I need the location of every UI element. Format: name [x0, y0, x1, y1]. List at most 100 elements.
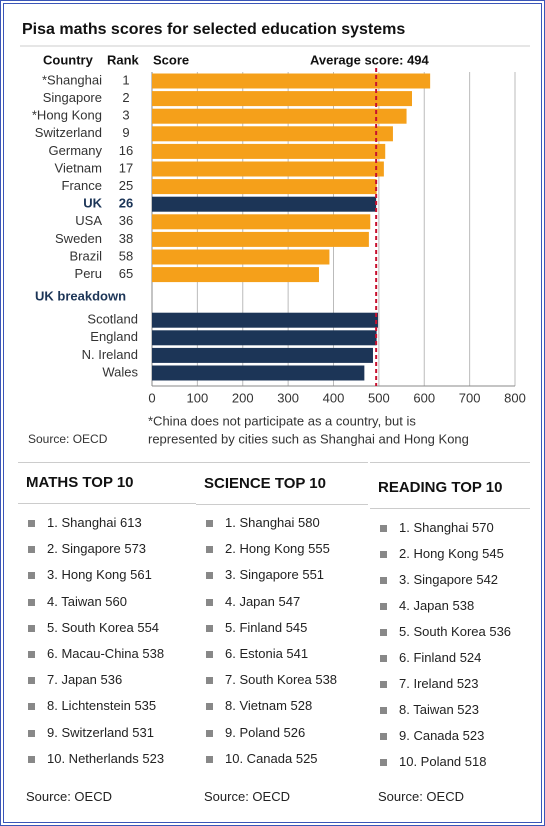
list-item: 4. Japan 538 — [380, 598, 474, 613]
rank-label: 26 — [119, 196, 133, 211]
list-item: 3. Singapore 551 — [206, 567, 324, 582]
breakdown-title: UK breakdown — [35, 289, 126, 304]
bar — [152, 249, 330, 265]
list-item: 6. Estonia 541 — [206, 646, 308, 661]
list-item: 2. Hong Kong 555 — [206, 541, 330, 556]
category-label: USA — [75, 213, 102, 228]
category-label: Switzerland — [35, 125, 102, 140]
column-header: Score — [153, 52, 189, 67]
rank-label: 3 — [122, 108, 129, 123]
list-title: MATHS TOP 10 — [26, 474, 134, 491]
chart: Pisa maths scores for selected education… — [20, 21, 530, 446]
category-label: *Hong Kong — [32, 108, 102, 123]
list-item: 1. Shanghai 580 — [206, 515, 320, 530]
chart-title: Pisa maths scores for selected education… — [22, 21, 405, 38]
list-item: 8. Lichtenstein 535 — [28, 698, 156, 713]
list-source: Source: OECD — [378, 789, 464, 804]
list-item: 7. Ireland 523 — [380, 676, 479, 691]
column-header: Rank — [107, 52, 140, 67]
bar — [152, 73, 431, 89]
list-item: 10. Canada 525 — [206, 751, 318, 766]
rank-label: 65 — [119, 266, 133, 281]
x-tick-label: 800 — [504, 390, 526, 405]
list-item: 4. Taiwan 560 — [28, 594, 127, 609]
list-item: 8. Vietnam 528 — [206, 698, 312, 713]
bar — [152, 231, 369, 247]
category-label: UK — [83, 196, 102, 211]
rule — [18, 462, 196, 463]
list-item: 9. Switzerland 531 — [28, 725, 154, 740]
category-label: Singapore — [43, 90, 102, 105]
list-item: 4. Japan 547 — [206, 594, 300, 609]
list-item: 1. Shanghai 613 — [28, 515, 142, 530]
x-tick-label: 200 — [232, 390, 254, 405]
list-item: 9. Canada 523 — [380, 728, 484, 743]
rank-label: 38 — [119, 231, 133, 246]
list-item: 6. Finland 524 — [380, 650, 481, 665]
list-item: 8. Taiwan 523 — [380, 702, 479, 717]
x-tick-label: 100 — [187, 390, 209, 405]
x-tick-label: 0 — [148, 390, 155, 405]
list-source: Source: OECD — [26, 789, 112, 804]
rank-label: 2 — [122, 90, 129, 105]
bar — [152, 267, 319, 283]
rank-label: 1 — [122, 72, 129, 87]
bar — [152, 126, 393, 142]
list-item: 9. Poland 526 — [206, 725, 305, 740]
x-tick-label: 300 — [277, 390, 299, 405]
x-tick-label: 600 — [413, 390, 435, 405]
list-item: 5. South Korea 554 — [28, 620, 159, 635]
x-tick-label: 700 — [459, 390, 481, 405]
rank-label: 36 — [119, 213, 133, 228]
list-item: 3. Hong Kong 561 — [28, 567, 152, 582]
list-column: SCIENCE TOP 10 1. Shanghai 580 2. Hong Kon… — [196, 462, 368, 818]
rank-label: 17 — [119, 160, 133, 175]
category-label: Wales — [102, 364, 138, 379]
list-item: 6. Macau-China 538 — [28, 646, 164, 661]
list-item: 10. Netherlands 523 — [28, 751, 164, 766]
list-item: 1. Shanghai 570 — [380, 520, 494, 535]
footnote: *China does not participate as a country… — [148, 413, 416, 428]
list-column: MATHS TOP 10 1. Shanghai 613 2. Singapore … — [18, 462, 196, 818]
bar — [152, 365, 365, 381]
bar — [152, 214, 371, 230]
list-title: READING TOP 10 — [378, 479, 503, 496]
list-source: Source: OECD — [204, 789, 290, 804]
bar — [152, 161, 384, 177]
rule — [370, 508, 530, 509]
category-label: England — [90, 329, 138, 344]
category-label: Brazil — [69, 248, 102, 263]
list-item: 5. South Korea 536 — [380, 624, 511, 639]
category-label: Germany — [49, 143, 103, 158]
rule — [18, 503, 196, 504]
category-label: N. Ireland — [82, 347, 138, 362]
rule — [196, 462, 368, 463]
bar — [152, 312, 378, 328]
category-label: France — [62, 178, 102, 193]
category-label: Peru — [75, 266, 102, 281]
column-header: Country — [43, 52, 94, 67]
category-label: Vietnam — [55, 160, 102, 175]
category-label: Sweden — [55, 231, 102, 246]
rank-label: 9 — [122, 125, 129, 140]
rank-label: 58 — [119, 248, 133, 263]
category-label: Scotland — [87, 312, 138, 327]
list-item: 3. Singapore 542 — [380, 572, 498, 587]
list-item: 2. Singapore 573 — [28, 541, 146, 556]
bar — [152, 91, 412, 107]
list-item: 7. South Korea 538 — [206, 672, 337, 687]
x-tick-label: 500 — [368, 390, 390, 405]
source: Source: OECD — [28, 432, 108, 446]
bar — [152, 143, 386, 159]
list-item: 5. Finland 545 — [206, 620, 307, 635]
x-tick-label: 400 — [323, 390, 345, 405]
list-title: SCIENCE TOP 10 — [204, 475, 326, 492]
list-item: 10. Poland 518 — [380, 754, 486, 769]
bar — [152, 108, 407, 124]
bar — [152, 196, 377, 212]
footnote: represented by cities such as Shanghai a… — [148, 431, 469, 446]
rank-label: 25 — [119, 178, 133, 193]
bar — [152, 347, 373, 363]
list-item: 2. Hong Kong 545 — [380, 546, 504, 561]
